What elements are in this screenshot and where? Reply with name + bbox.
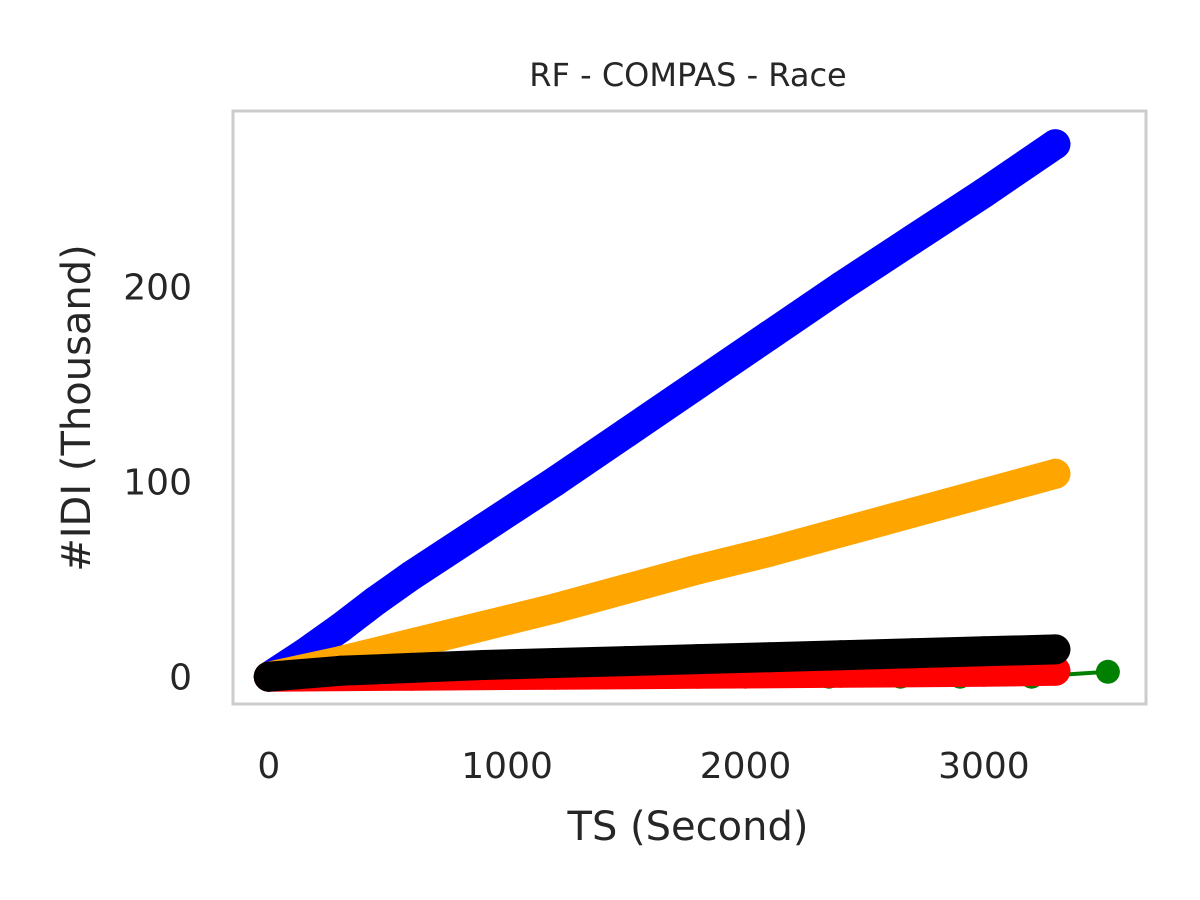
series-layer bbox=[253, 129, 1120, 692]
y-tick-labels: 0 100 200 bbox=[123, 268, 192, 699]
data-point bbox=[539, 593, 570, 624]
x-tick-label: 0 bbox=[257, 746, 280, 787]
data-point bbox=[682, 554, 713, 585]
data-point bbox=[361, 585, 391, 616]
data-point bbox=[682, 644, 713, 675]
x-tick-label: 1000 bbox=[461, 746, 553, 787]
y-tick-label: 0 bbox=[169, 658, 192, 699]
data-point bbox=[539, 466, 570, 497]
x-tick-labels: 0 1000 2000 3000 bbox=[257, 746, 1029, 787]
data-point bbox=[468, 611, 499, 641]
data-point bbox=[682, 369, 713, 400]
y-axis-label: #IDI (Thousand) bbox=[54, 244, 100, 572]
data-point bbox=[825, 271, 856, 302]
y-tick-label: 200 bbox=[123, 268, 192, 309]
data-point bbox=[539, 648, 570, 678]
data-point bbox=[754, 536, 785, 567]
data-point bbox=[468, 650, 499, 680]
data-point bbox=[1095, 659, 1120, 684]
data-point bbox=[825, 640, 856, 671]
data-point bbox=[1040, 129, 1071, 160]
data-point bbox=[325, 612, 356, 643]
x-tick-label: 2000 bbox=[700, 746, 792, 787]
data-point bbox=[325, 655, 356, 686]
y-tick-label: 100 bbox=[123, 463, 192, 504]
data-point bbox=[897, 638, 928, 669]
data-point bbox=[968, 177, 999, 208]
data-point bbox=[396, 628, 427, 659]
data-point bbox=[611, 646, 642, 677]
data-point bbox=[611, 573, 642, 604]
data-point bbox=[968, 636, 999, 667]
data-point bbox=[897, 224, 928, 255]
data-point bbox=[611, 417, 642, 448]
plot-frame bbox=[231, 109, 1148, 706]
data-point bbox=[1040, 634, 1071, 665]
x-tick-label: 3000 bbox=[938, 746, 1030, 787]
x-axis-label: TS (Second) bbox=[567, 804, 809, 850]
data-point bbox=[754, 320, 785, 351]
chart-title: RF - COMPAS - Race bbox=[529, 56, 846, 94]
data-point bbox=[754, 642, 785, 673]
data-point bbox=[468, 513, 499, 544]
data-point bbox=[1040, 458, 1071, 489]
data-point bbox=[396, 652, 427, 683]
data-point bbox=[897, 497, 928, 528]
data-point bbox=[968, 478, 999, 509]
data-point bbox=[253, 661, 284, 692]
data-point bbox=[396, 560, 427, 591]
series-1 bbox=[253, 129, 1071, 692]
series-4 bbox=[253, 634, 1071, 692]
data-point bbox=[825, 517, 856, 548]
